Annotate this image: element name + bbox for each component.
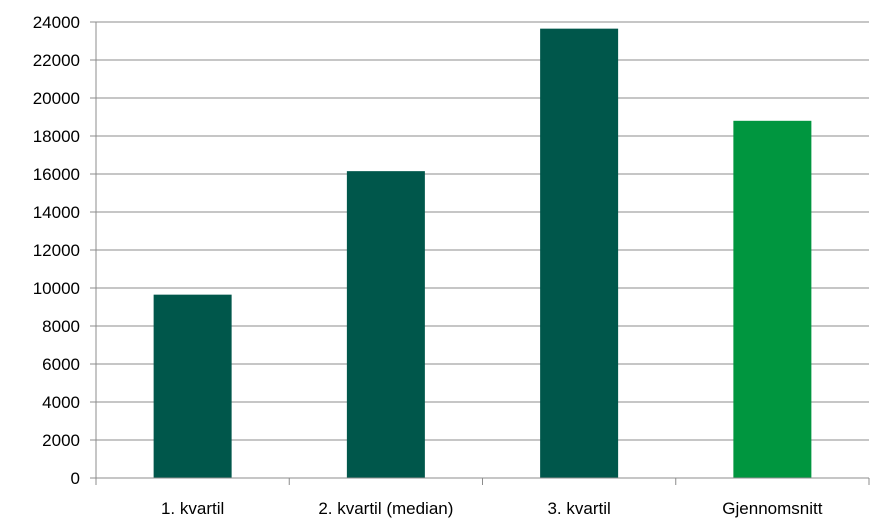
y-tick-label: 12000 <box>33 241 80 260</box>
y-tick-labels: 0 2000 4000 6000 8000 10000 12000 14000 16000 180… <box>33 13 80 488</box>
axes <box>95 22 870 485</box>
y-tick-label: 20000 <box>33 89 80 108</box>
bar-2 <box>346 171 425 478</box>
y-tick-label: 24000 <box>33 13 80 32</box>
bars <box>153 28 812 479</box>
y-tick-label: 4000 <box>42 393 80 412</box>
bar-4 <box>733 120 812 479</box>
bar-3 <box>540 28 619 479</box>
x-category-label: 2. kvartil (median) <box>318 499 453 518</box>
y-tick-label: 0 <box>71 469 80 488</box>
y-tick-label: 8000 <box>42 317 80 336</box>
bar-1 <box>153 294 232 478</box>
y-tick-label: 22000 <box>33 51 80 70</box>
y-tick-label: 10000 <box>33 279 80 298</box>
y-tick-label: 14000 <box>33 203 80 222</box>
y-tick-label: 2000 <box>42 431 80 450</box>
x-category-label: Gjennomsnitt <box>722 499 822 518</box>
x-category-label: 1. kvartil <box>161 499 224 518</box>
y-tick-label: 18000 <box>33 127 80 146</box>
y-tick-label: 6000 <box>42 355 80 374</box>
x-category-label: 3. kvartil <box>547 499 610 518</box>
y-tick-label: 16000 <box>33 165 80 184</box>
x-category-labels: 1. kvartil 2. kvartil (median) 3. kvartil G… <box>161 499 823 518</box>
